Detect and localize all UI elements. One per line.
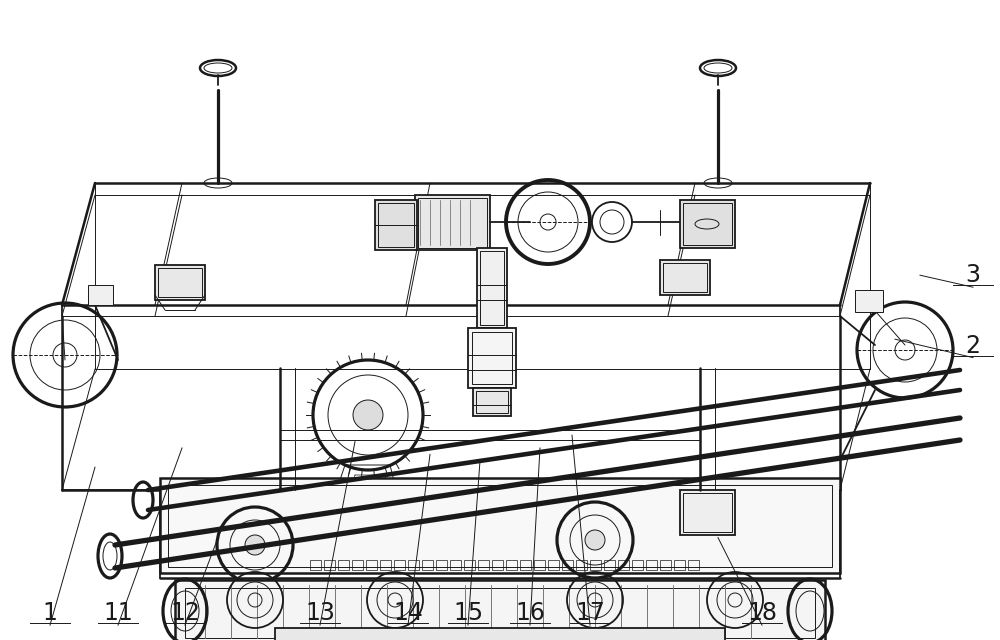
Bar xyxy=(310,560,321,570)
Text: 11: 11 xyxy=(103,601,133,625)
Bar xyxy=(646,560,657,570)
Bar xyxy=(680,200,735,248)
Bar xyxy=(375,200,417,250)
Bar xyxy=(155,265,205,300)
Bar xyxy=(590,560,601,570)
Bar xyxy=(408,560,419,570)
Circle shape xyxy=(353,400,383,430)
Text: 3: 3 xyxy=(965,263,980,287)
Bar xyxy=(604,560,615,570)
Bar xyxy=(562,560,573,570)
Bar xyxy=(477,248,507,328)
Text: 12: 12 xyxy=(170,601,200,625)
Circle shape xyxy=(245,535,265,555)
Bar xyxy=(520,560,531,570)
Bar xyxy=(534,560,545,570)
Text: 2: 2 xyxy=(965,333,980,358)
Text: 14: 14 xyxy=(393,601,423,625)
Bar xyxy=(160,478,840,573)
Bar xyxy=(632,560,643,570)
Bar xyxy=(422,560,433,570)
Bar xyxy=(660,260,710,295)
Bar xyxy=(394,560,405,570)
Bar xyxy=(683,493,732,532)
Bar xyxy=(663,263,707,292)
Bar xyxy=(378,203,414,247)
Text: 15: 15 xyxy=(453,601,483,625)
Bar xyxy=(855,290,883,312)
Bar xyxy=(473,388,511,416)
Bar xyxy=(478,560,489,570)
Bar xyxy=(688,560,699,570)
Bar xyxy=(468,328,516,388)
Bar xyxy=(275,628,725,640)
Bar xyxy=(366,560,377,570)
Text: 17: 17 xyxy=(575,601,605,625)
Bar xyxy=(680,490,735,535)
Bar xyxy=(352,560,363,570)
Bar xyxy=(168,485,832,567)
Text: 1: 1 xyxy=(43,601,57,625)
Bar xyxy=(476,391,508,413)
Bar xyxy=(415,195,490,250)
Bar xyxy=(683,203,732,245)
Bar xyxy=(324,560,335,570)
Bar xyxy=(185,588,815,638)
Bar xyxy=(175,580,825,640)
Bar xyxy=(450,560,461,570)
Bar xyxy=(464,560,475,570)
Bar xyxy=(548,560,559,570)
Bar xyxy=(436,560,447,570)
Bar xyxy=(492,560,503,570)
Bar xyxy=(472,332,512,384)
Bar xyxy=(506,560,517,570)
Bar xyxy=(158,268,202,297)
Bar xyxy=(480,251,504,325)
Bar xyxy=(338,560,349,570)
Circle shape xyxy=(585,530,605,550)
Text: 16: 16 xyxy=(515,601,545,625)
Bar xyxy=(674,560,685,570)
Text: 18: 18 xyxy=(747,601,777,625)
Bar xyxy=(418,198,487,248)
Bar xyxy=(660,560,671,570)
Bar xyxy=(618,560,629,570)
Bar xyxy=(576,560,587,570)
Text: 13: 13 xyxy=(305,601,335,625)
Bar xyxy=(380,560,391,570)
Bar xyxy=(88,285,113,305)
